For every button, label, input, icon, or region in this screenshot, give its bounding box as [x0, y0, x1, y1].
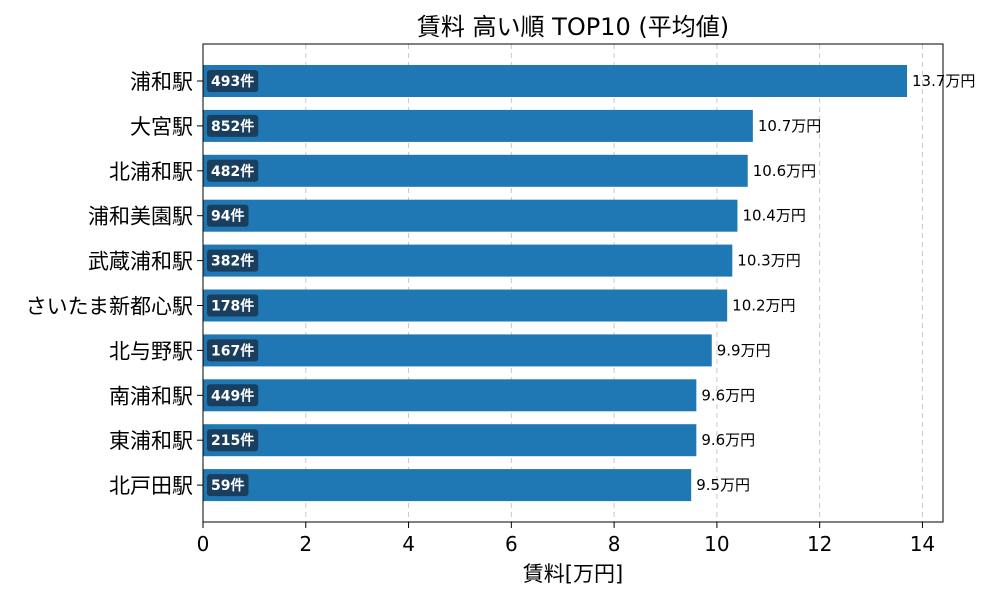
count-badge: 215件: [207, 429, 259, 452]
value-label: 10.3万円: [737, 252, 800, 270]
value-label: 9.6万円: [701, 386, 755, 404]
count-badge: 178件: [207, 294, 259, 317]
count-label: 215件: [211, 432, 254, 449]
count-badge-bg: [207, 70, 259, 92]
count-badge: 382件: [207, 249, 259, 272]
count-label: 167件: [211, 342, 254, 359]
x-tick-label: 2: [299, 532, 312, 556]
count-label: 382件: [211, 253, 254, 270]
category-label: 浦和美園駅: [88, 205, 193, 229]
count-badge-bg: [207, 249, 259, 272]
count-badge-bg: [207, 294, 259, 317]
bar: [203, 244, 733, 277]
bar: [203, 199, 738, 232]
count-badge-bg: [207, 339, 259, 362]
x-tick-label: 6: [505, 532, 518, 556]
category-label: 浦和駅: [130, 70, 193, 94]
count-label: 94件: [211, 208, 244, 225]
category-label: 東浦和駅: [109, 429, 193, 453]
value-label: 9.6万円: [701, 431, 755, 449]
value-labels: 13.7万円 10.7万円 10.6万円 10.4万円 10.3万円 10.2万円 9.9万…: [696, 72, 975, 494]
count-badge: 94件: [207, 204, 249, 227]
bar: [203, 109, 753, 142]
count-badge: 167件: [207, 339, 259, 362]
count-label: 449件: [211, 387, 254, 404]
count-badge-bg: [207, 429, 259, 452]
count-badge-bg: [207, 204, 249, 227]
x-tick-label: 0: [197, 532, 210, 556]
category-label: 南浦和駅: [109, 384, 193, 408]
x-tick-label: 8: [608, 532, 621, 556]
value-label: 9.9万円: [717, 341, 771, 359]
count-label: 852件: [211, 118, 254, 135]
x-ticks: 0 2 4 6 8 10 12 14: [197, 522, 935, 556]
count-badge-bg: [207, 159, 259, 182]
bar: [203, 65, 908, 97]
count-badge: 493件: [207, 70, 259, 92]
plot-frame: [202, 43, 944, 523]
count-label: 178件: [211, 298, 254, 315]
x-tick-label: 10: [704, 532, 729, 556]
value-label: 13.7万円: [912, 72, 975, 90]
category-label: 大宮駅: [130, 115, 193, 139]
category-label: 武蔵浦和駅: [88, 250, 193, 274]
count-badge: 59件: [207, 474, 249, 497]
count-badge-bg: [207, 474, 249, 497]
value-label: 10.7万円: [758, 117, 821, 135]
count-badge-bg: [207, 384, 259, 407]
x-axis-label: 賃料[万円]: [523, 562, 623, 586]
category-label: 北与野駅: [109, 339, 193, 363]
count-badge-bg: [207, 114, 259, 137]
count-label: 482件: [211, 163, 254, 180]
chart-title: 賃料 高い順 TOP10 (平均値): [417, 13, 729, 41]
bars: [203, 65, 908, 502]
count-label: 493件: [211, 73, 254, 90]
count-label: 59件: [211, 477, 244, 494]
count-badges: 493件 852件 482件 94件 382件 178件 167件 449件 215件 59件: [207, 70, 259, 497]
x-tick-label: 14: [910, 532, 935, 556]
count-badge: 852件: [207, 114, 259, 137]
value-label: 10.4万円: [742, 207, 805, 225]
bar: [203, 334, 712, 367]
bar: [203, 289, 728, 322]
count-badge: 449件: [207, 384, 259, 407]
value-label: 9.5万円: [696, 476, 750, 494]
category-label: さいたま新都心駅: [26, 295, 193, 319]
count-badge: 482件: [207, 159, 259, 182]
bar: [203, 469, 692, 502]
bar: [203, 379, 697, 412]
category-label: 北浦和駅: [109, 160, 193, 184]
bar: [203, 154, 748, 187]
x-tick-label: 12: [807, 532, 832, 556]
x-tick-label: 4: [402, 532, 415, 556]
bar: [203, 424, 697, 457]
category-labels: 浦和駅大宮駅北浦和駅浦和美園駅武蔵浦和駅さいたま新都心駅北与野駅南浦和駅東浦和駅…: [26, 70, 203, 498]
value-label: 10.6万円: [753, 162, 816, 180]
category-label: 北戸田駅: [109, 474, 193, 498]
value-label: 10.2万円: [732, 297, 795, 315]
